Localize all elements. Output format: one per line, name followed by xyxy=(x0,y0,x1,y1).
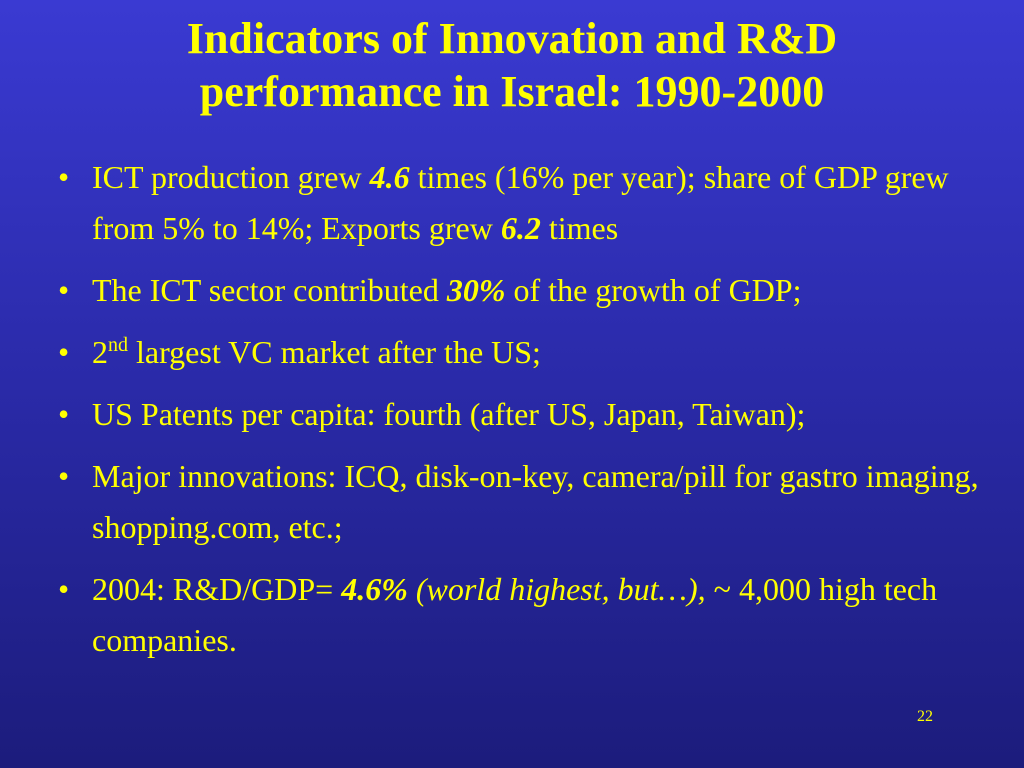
page-number: 22 xyxy=(917,708,933,725)
text: 2 xyxy=(92,334,108,370)
text: ~ 4,000 high tech companies. xyxy=(92,571,938,658)
text: of the growth of GDP; xyxy=(505,272,802,308)
bullet: 2004: R&D/GDP= 4.6% (world highest, but…… xyxy=(56,564,996,666)
slide-title: Indicators of Innovation and R&D perform… xyxy=(0,12,1024,118)
superscript: nd xyxy=(108,334,128,356)
text: 2004: R&D/GDP= xyxy=(92,571,342,607)
bullet: Major innovations: ICQ, disk-on-key, cam… xyxy=(56,451,996,553)
emphasis: 30% xyxy=(446,272,506,308)
emphasis: 4.6 xyxy=(369,159,410,195)
text: The ICT sector contributed xyxy=(92,272,447,308)
italic-text: (world highest, but…), xyxy=(407,571,706,607)
bullet: The ICT sector contributed 30% of the gr… xyxy=(56,265,996,316)
text: times xyxy=(540,210,619,246)
title-line: Indicators of Innovation and R&D xyxy=(186,14,838,63)
bullet: 2nd largest VC market after the US; xyxy=(56,327,996,378)
text: US Patents per capita: fourth (after US,… xyxy=(92,396,806,432)
emphasis: 4.6% xyxy=(341,571,408,607)
title-line: performance in Israel: 1990-2000 xyxy=(199,67,825,116)
bullet: US Patents per capita: fourth (after US,… xyxy=(56,389,996,440)
text: largest VC market after the US; xyxy=(128,334,541,370)
text: ICT production grew xyxy=(92,159,370,195)
text: times (16% per year); share of GDP grew … xyxy=(92,159,949,246)
bullet-list: ICT production grew 4.6 times (16% per y… xyxy=(56,152,996,677)
emphasis: 6.2 xyxy=(500,210,541,246)
text: Major innovations: ICQ, disk-on-key, cam… xyxy=(92,458,979,545)
bullet: ICT production grew 4.6 times (16% per y… xyxy=(56,152,996,254)
